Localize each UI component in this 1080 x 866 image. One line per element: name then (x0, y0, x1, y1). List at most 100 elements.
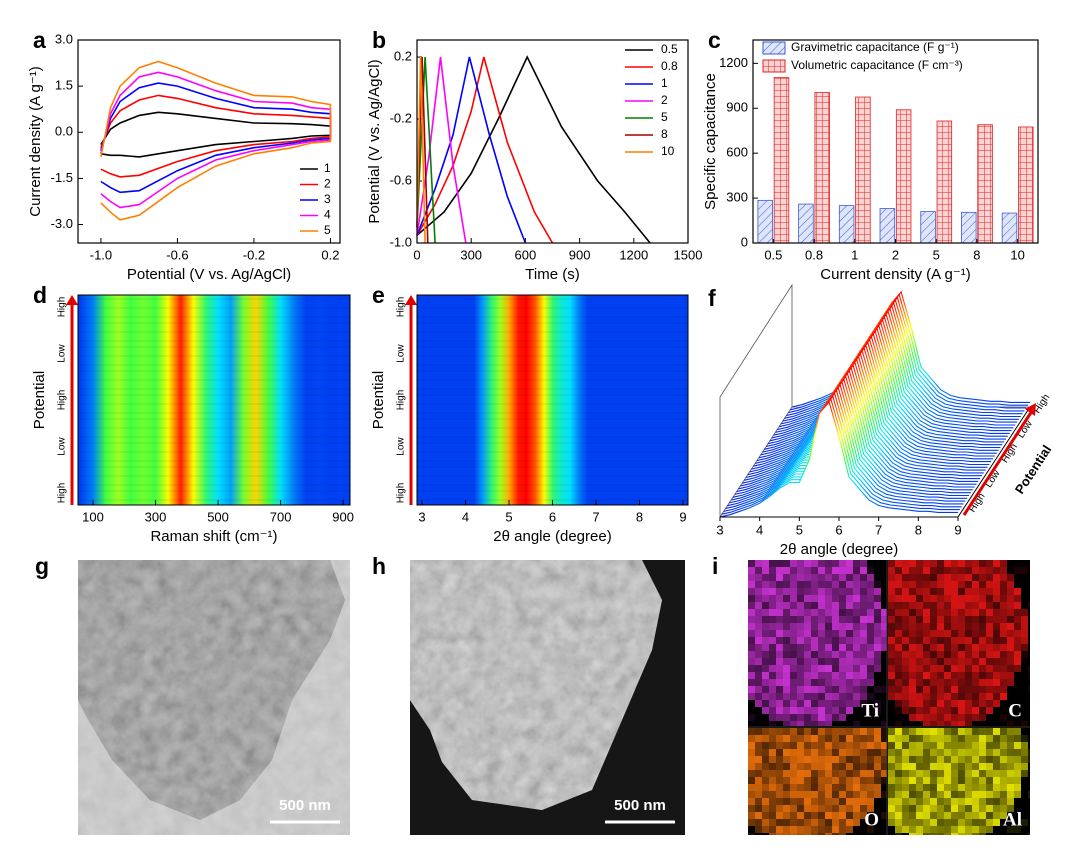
map-pixel (804, 672, 811, 679)
map-pixel (1014, 749, 1021, 756)
map-pixel (944, 742, 951, 749)
map-pixel (958, 644, 965, 651)
map-pixel (888, 742, 895, 749)
map-pixel (965, 756, 972, 763)
map-pixel (1007, 805, 1014, 812)
map-pixel (979, 735, 986, 742)
map-pixel (1014, 637, 1021, 644)
map-pixel (818, 826, 825, 833)
map-pixel (972, 812, 979, 819)
map-pixel (818, 770, 825, 777)
map-pixel (818, 742, 825, 749)
map-pixel (825, 581, 832, 588)
map-pixel (790, 581, 797, 588)
map-pixel (846, 742, 853, 749)
map-pixel (762, 616, 769, 623)
map-pixel (762, 777, 769, 784)
map-pixel (937, 749, 944, 756)
map-pixel (839, 763, 846, 770)
map-pixel (895, 581, 902, 588)
map-pixel (755, 595, 762, 602)
map-pixel (972, 616, 979, 623)
map-pixel (958, 791, 965, 798)
map-pixel (951, 567, 958, 574)
map-pixel (979, 609, 986, 616)
axes-frame (416, 294, 689, 506)
map-pixel (972, 595, 979, 602)
map-pixel (958, 637, 965, 644)
map-pixel (937, 658, 944, 665)
map-pixel (909, 644, 916, 651)
map-pixel (944, 651, 951, 658)
map-pixel (860, 693, 867, 700)
map-pixel (874, 616, 881, 623)
map-pixel (902, 791, 909, 798)
map-pixel (923, 686, 930, 693)
map-pixel (832, 560, 839, 567)
map-pixel (769, 805, 776, 812)
map-pixel (1014, 623, 1021, 630)
map-pixel (804, 609, 811, 616)
map-pixel (1021, 637, 1028, 644)
map-pixel (895, 560, 902, 567)
map-pixel (818, 623, 825, 630)
map-pixel (958, 728, 965, 735)
map-pixel (874, 651, 881, 658)
map-pixel (1000, 791, 1007, 798)
map-pixel (909, 630, 916, 637)
map-pixel (937, 819, 944, 826)
map-pixel (972, 644, 979, 651)
map-pixel (839, 630, 846, 637)
map-pixel (937, 595, 944, 602)
map-pixel (783, 672, 790, 679)
map-pixel (965, 798, 972, 805)
potential-arrow (962, 410, 1034, 516)
map-pixel (1007, 609, 1014, 616)
map-pixel (818, 714, 825, 721)
map-pixel (958, 686, 965, 693)
map-pixel (825, 777, 832, 784)
map-pixel (874, 658, 881, 665)
x-tick-label: -1.0 (90, 247, 112, 262)
map-pixel (853, 693, 860, 700)
map-pixel (979, 777, 986, 784)
map-pixel (783, 567, 790, 574)
map-pixel (1000, 749, 1007, 756)
y-tick-label: 1.5 (55, 78, 73, 93)
map-pixel (783, 637, 790, 644)
data-line (416, 55, 651, 244)
map-pixel (1021, 763, 1028, 770)
map-pixel (748, 665, 755, 672)
map-pixel (846, 644, 853, 651)
map-pixel (958, 819, 965, 826)
map-pixel (937, 665, 944, 672)
map-pixel (804, 819, 811, 826)
map-pixel (881, 616, 887, 623)
map-pixel (979, 644, 986, 651)
map-pixel (853, 819, 860, 826)
map-pixel (965, 784, 972, 791)
map-pixel (818, 581, 825, 588)
map-pixel (853, 777, 860, 784)
legend-label: 4 (324, 208, 331, 222)
map-pixel (839, 791, 846, 798)
map-pixel (797, 826, 804, 833)
map-pixel (867, 784, 874, 791)
map-pixel (755, 623, 762, 630)
map-pixel (874, 595, 881, 602)
map-pixel (755, 784, 762, 791)
map-pixel (832, 644, 839, 651)
map-pixel (860, 651, 867, 658)
map-pixel (944, 819, 951, 826)
map-pixel (825, 693, 832, 700)
map-pixel (902, 595, 909, 602)
map-pixel (923, 581, 930, 588)
map-pixel (993, 686, 1000, 693)
map-pixel (755, 819, 762, 826)
map-pixel (762, 728, 769, 735)
map-pixel (993, 665, 1000, 672)
map-pixel (965, 707, 972, 714)
map-pixel (818, 658, 825, 665)
map-pixel (951, 798, 958, 805)
map-pixel (958, 742, 965, 749)
